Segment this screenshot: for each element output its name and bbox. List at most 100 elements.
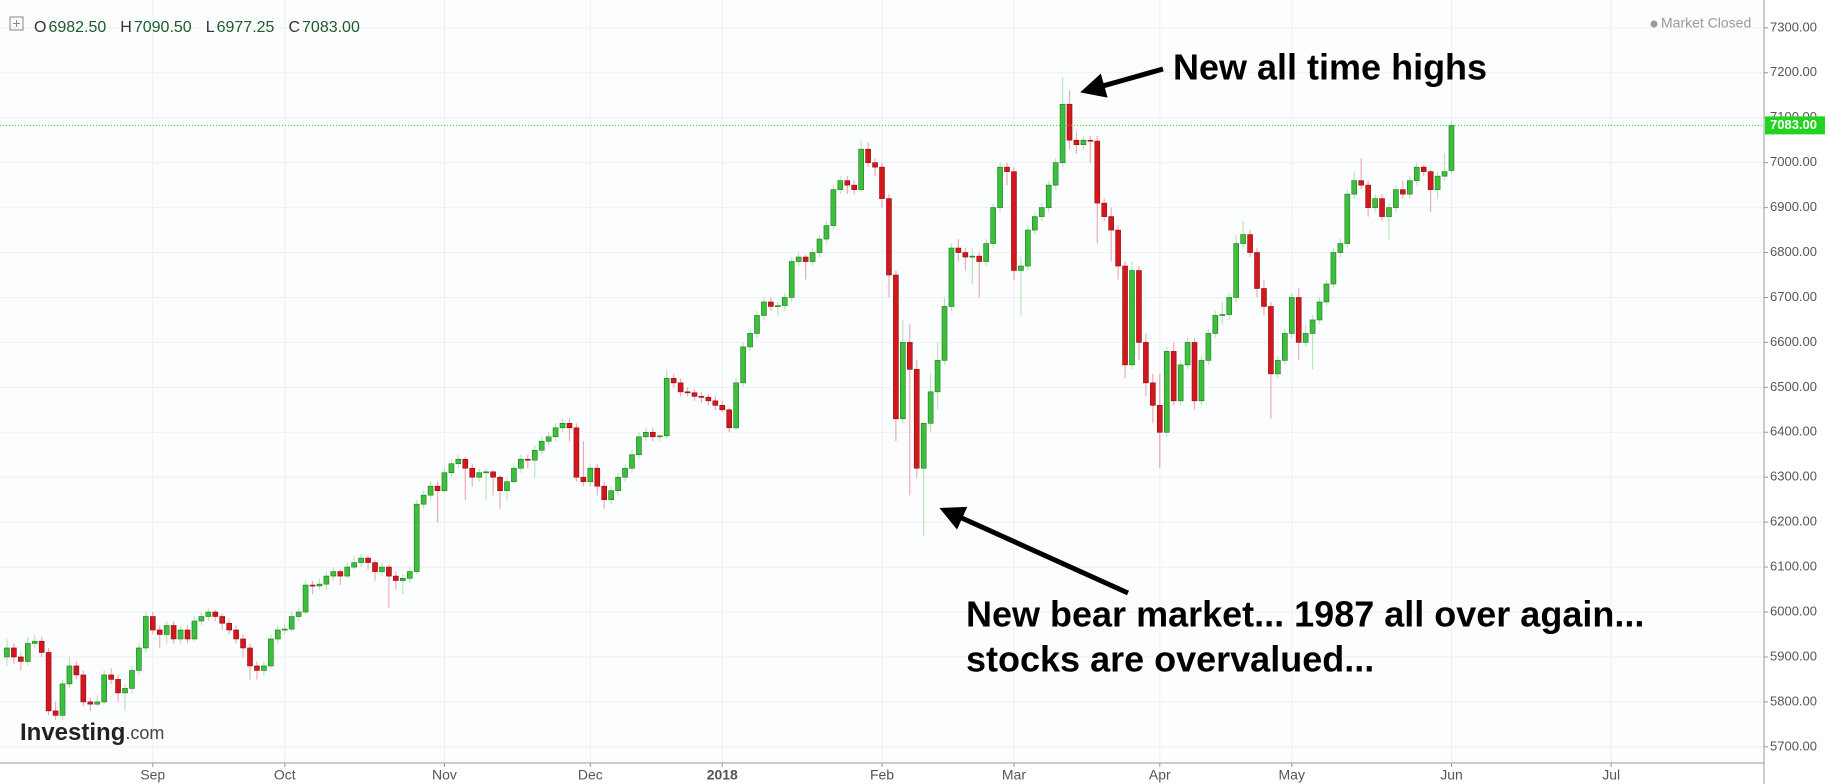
candle-body	[1330, 252, 1337, 285]
y-tick-label: 6400.00	[1770, 424, 1817, 439]
candle-body	[830, 189, 837, 226]
candle-body	[427, 485, 434, 496]
candle-body	[1344, 193, 1351, 244]
annotation: New bear market... 1987 all over again..…	[966, 594, 1644, 635]
candle-body	[1233, 243, 1239, 298]
status-dot	[1650, 20, 1658, 28]
candle-body	[274, 629, 281, 640]
y-tick-label: 7000.00	[1770, 154, 1817, 169]
candle-body	[948, 247, 955, 307]
annotation: New all time highs	[1173, 47, 1487, 88]
candle-body	[886, 198, 892, 276]
candle-body	[1386, 207, 1392, 217]
candle-body	[1004, 166, 1010, 172]
candle-body	[1427, 171, 1434, 190]
candle-body	[615, 476, 621, 491]
candle-body	[205, 611, 212, 617]
candle-body	[497, 476, 503, 491]
candle-body	[1407, 180, 1413, 195]
candle-body	[636, 436, 642, 456]
candle-body	[1150, 382, 1156, 406]
candle-body	[566, 422, 573, 429]
candle-body	[1045, 184, 1052, 208]
candle-body	[1309, 319, 1316, 334]
candle-body	[1101, 202, 1108, 217]
candle-body	[837, 180, 844, 190]
arrow	[1080, 66, 1164, 98]
candle-body	[247, 647, 253, 667]
candle-body	[129, 670, 135, 689]
candle-body	[483, 471, 489, 474]
ohlc-header: O 6982.50 H 7090.50 L 6977.25 C 7083.00	[34, 19, 360, 36]
candle-body	[170, 625, 177, 640]
candle-body	[393, 575, 399, 581]
candle-body	[108, 674, 114, 680]
candle-body	[726, 409, 733, 429]
candle-body	[1413, 166, 1420, 181]
candle-body	[816, 238, 823, 253]
candle-body	[268, 638, 274, 667]
candle-body	[504, 481, 510, 491]
candle-body	[531, 449, 538, 461]
grid	[0, 0, 1764, 763]
candle-body	[983, 243, 989, 262]
candle-body	[156, 629, 163, 635]
candle-body	[525, 458, 531, 461]
candle-body	[712, 400, 719, 406]
x-tick-label: Jun	[1440, 767, 1463, 783]
candle-body	[1372, 198, 1378, 208]
y-tick-label: 6600.00	[1770, 334, 1817, 349]
candle-body	[261, 665, 267, 671]
candle-body	[1018, 265, 1024, 271]
header-value: 7090.50	[134, 19, 192, 36]
candle-body	[934, 360, 941, 393]
candle-body	[462, 458, 469, 469]
x-tick-label: Nov	[432, 767, 457, 783]
candle-body	[670, 378, 677, 384]
candle-body	[663, 378, 670, 437]
candle-body	[802, 256, 809, 262]
y-tick-label: 6800.00	[1770, 244, 1817, 259]
candle-body	[538, 440, 545, 451]
candle-body	[1011, 171, 1017, 271]
candle-body	[601, 485, 608, 500]
candle-body	[1268, 306, 1274, 375]
x-tick-label: Jul	[1602, 767, 1620, 783]
candle-body	[73, 665, 80, 676]
candle-body	[518, 458, 524, 469]
candle-body	[559, 422, 566, 429]
candle-body	[149, 616, 156, 631]
candle-body	[1379, 198, 1385, 217]
candle-body	[969, 255, 976, 258]
candle-body	[1288, 297, 1295, 334]
candle-body	[420, 494, 427, 505]
y-tick-label: 6700.00	[1770, 289, 1817, 304]
candle-body	[38, 640, 45, 653]
candle-body	[45, 652, 52, 712]
candle-body	[1316, 301, 1323, 321]
x-tick-label: Sep	[140, 767, 165, 783]
toggle-icon[interactable]	[9, 16, 24, 31]
y-tick-label: 5800.00	[1770, 693, 1817, 708]
candle-body	[66, 665, 73, 685]
candle-body	[219, 616, 226, 624]
candle-body	[1198, 360, 1205, 402]
candle-body	[1400, 189, 1406, 195]
candle-body	[358, 557, 364, 563]
y-tick-label: 7300.00	[1770, 19, 1817, 34]
candle-body	[337, 571, 344, 577]
candle-body	[740, 346, 746, 384]
candle-body	[809, 252, 816, 262]
candle-body	[212, 611, 219, 617]
last-price-label: 7083.00	[1770, 117, 1817, 132]
candle-body	[365, 557, 371, 563]
candle-body	[844, 180, 851, 186]
candle-body	[143, 616, 149, 649]
candle-body	[316, 583, 323, 587]
y-tick-label: 7200.00	[1770, 64, 1817, 79]
candle-body	[1031, 216, 1038, 231]
candle-body	[448, 463, 455, 474]
candle-body	[511, 467, 517, 483]
candle-body	[795, 256, 802, 262]
candle-body	[573, 427, 580, 478]
